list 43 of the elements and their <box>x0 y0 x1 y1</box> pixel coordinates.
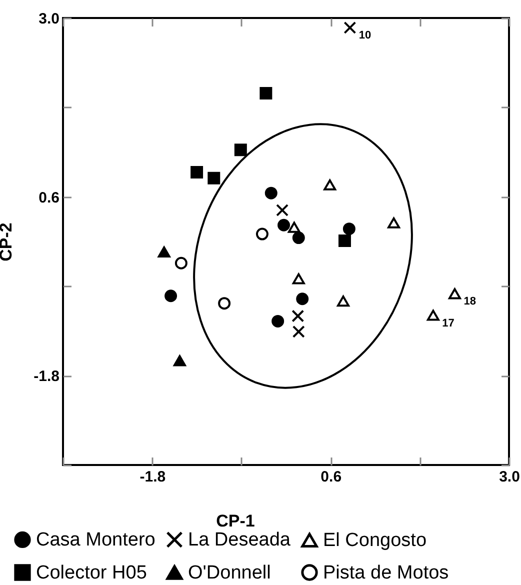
point <box>292 310 304 322</box>
text: -1.8 <box>140 468 166 486</box>
legend-label: Pista de Motos <box>323 562 449 584</box>
point <box>256 228 268 240</box>
point <box>344 21 356 34</box>
point <box>260 87 272 100</box>
point <box>272 314 284 328</box>
y-axis-title: CP-2 <box>0 222 16 262</box>
point <box>324 179 336 190</box>
point <box>426 310 440 321</box>
point <box>292 232 305 244</box>
point <box>338 234 351 247</box>
point <box>342 222 356 236</box>
point <box>292 325 305 338</box>
point <box>234 144 247 156</box>
point <box>336 296 350 307</box>
point <box>173 355 186 366</box>
point <box>190 166 204 178</box>
point <box>448 288 461 300</box>
y-tick-label: -1.8 <box>34 368 60 386</box>
point <box>174 256 188 270</box>
point <box>296 292 309 306</box>
annotation: 18 <box>464 296 476 308</box>
y-tick-label: 0.6 <box>38 189 60 206</box>
point <box>388 217 400 228</box>
point <box>288 222 300 233</box>
point <box>264 186 278 200</box>
legend-label: Casa Montero <box>36 530 156 551</box>
x-axis-title: CP-1 <box>216 512 255 530</box>
legend-label: La Deseada <box>188 530 291 551</box>
point <box>158 246 170 258</box>
annotation: 17 <box>442 317 454 330</box>
legend-label: Colector H05 <box>36 562 147 584</box>
annotation: 10 <box>358 30 372 42</box>
point <box>208 172 220 184</box>
point <box>276 204 289 216</box>
point <box>292 273 305 284</box>
legend-label: El Congosto <box>323 530 427 552</box>
point <box>278 218 290 232</box>
legend-label: O'Donnell <box>188 562 271 584</box>
point <box>164 290 178 302</box>
y-tick-label: 3.0 <box>38 10 60 28</box>
point <box>218 297 231 310</box>
